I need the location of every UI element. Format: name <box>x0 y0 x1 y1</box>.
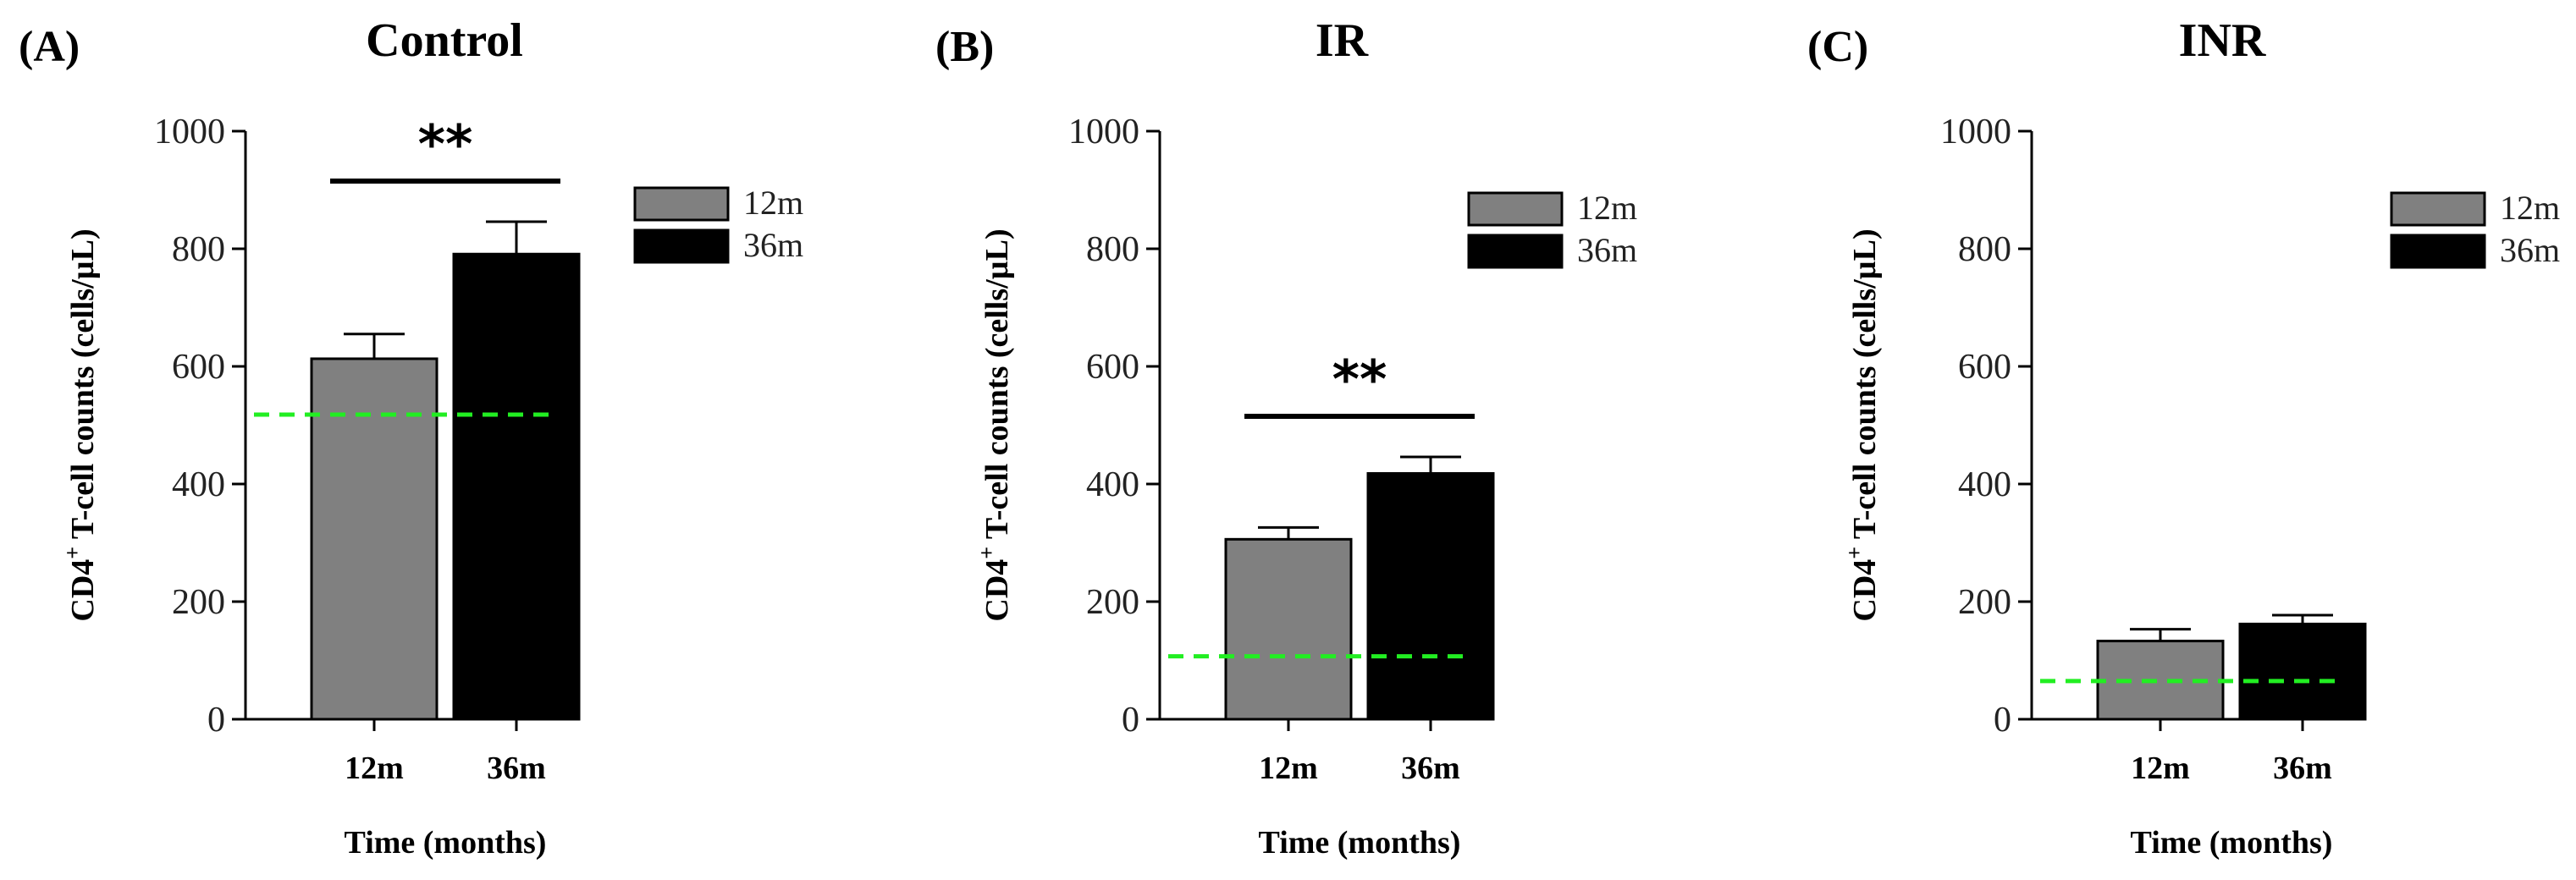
y-tick-label: 0 <box>1994 701 2011 740</box>
bar-36m <box>452 252 581 721</box>
panel-title: INR <box>2179 14 2266 67</box>
y-tick-label: 0 <box>207 701 225 740</box>
y-tick-label: 600 <box>1958 348 2011 387</box>
bar-12m <box>310 357 439 721</box>
bar-36m <box>1366 471 1495 721</box>
legend-swatch-12m <box>2390 191 2486 227</box>
y-axis-label-sup: + <box>974 547 999 559</box>
panel-letter: (B) <box>935 23 994 71</box>
y-axis-label: CD4+ T-cell counts (cells/µL) <box>1842 228 1883 621</box>
panel-ir: (B) IR 0 200 400 600 800 1000 CD4+ T-cell counts… <box>935 14 1637 861</box>
legend-swatch-12m <box>633 186 730 222</box>
y-tick-label: 800 <box>172 230 225 269</box>
y-axis-label-rest: T-cell counts (cells/µL) <box>65 228 101 547</box>
y-tick-label: 200 <box>172 583 225 622</box>
x-tick-label: 36m <box>487 751 546 786</box>
y-tick-label: 1000 <box>1940 113 2011 151</box>
y-axis-label-rest: T-cell counts (cells/µL) <box>979 228 1015 547</box>
y-axis-label-sup: + <box>60 547 85 559</box>
legend-label: 36m <box>1577 231 1637 269</box>
significance-stars: ** <box>418 113 473 175</box>
y-tick-label: 400 <box>1086 465 1139 504</box>
panel-control: (A) Control 0 200 400 600 800 1000 CD4+ T-cell c… <box>19 14 803 861</box>
legend-swatch-12m <box>1467 191 1564 227</box>
x-tick-label: 12m <box>1259 751 1318 786</box>
y-axis-label-rest: T-cell counts (cells/µL) <box>1847 228 1883 547</box>
y-tick-label: 200 <box>1086 583 1139 622</box>
x-axis-label: Time (months) <box>1259 825 1461 861</box>
bar-12m <box>1224 537 1353 721</box>
significance-stars: ** <box>1332 349 1387 410</box>
x-axis-label: Time (months) <box>2131 825 2333 861</box>
legend-label: 12m <box>743 184 803 222</box>
y-tick-label: 0 <box>1122 701 1139 740</box>
panel-inr: (C) INR 0 200 400 600 800 1000 CD4+ T-cell count… <box>1807 14 2560 861</box>
legend-swatch-36m <box>2390 234 2486 269</box>
x-tick-label: 36m <box>2273 751 2332 786</box>
legend-label: 36m <box>743 226 803 264</box>
y-axis-label: CD4+ T-cell counts (cells/µL) <box>60 228 101 621</box>
y-tick-label: 400 <box>172 465 225 504</box>
y-tick-label: 1000 <box>154 113 225 151</box>
panel-title: Control <box>366 14 523 67</box>
y-tick-label: 600 <box>172 348 225 387</box>
x-tick-label: 12m <box>2131 751 2190 786</box>
panel-title: IR <box>1316 14 1369 67</box>
panel-letter: (A) <box>19 23 80 71</box>
y-tick-label: 600 <box>1086 348 1139 387</box>
y-tick-label: 200 <box>1958 583 2011 622</box>
y-axis-label-main: CD4 <box>1847 559 1883 622</box>
panel-letter: (C) <box>1807 23 1868 71</box>
x-tick-label: 12m <box>345 751 404 786</box>
y-axis-label: CD4+ T-cell counts (cells/µL) <box>974 228 1015 621</box>
y-tick-label: 800 <box>1086 230 1139 269</box>
x-tick-label: 36m <box>1401 751 1460 786</box>
legend-label: 12m <box>1577 189 1637 227</box>
y-axis-label-main: CD4 <box>979 559 1015 622</box>
y-tick-label: 1000 <box>1068 113 1139 151</box>
legend-swatch-36m <box>633 228 730 264</box>
legend-label: 12m <box>2500 189 2560 227</box>
bar-36m <box>2238 622 2367 721</box>
y-axis-label-sup: + <box>1842 547 1867 559</box>
y-tick-label: 400 <box>1958 465 2011 504</box>
legend-swatch-36m <box>1467 234 1564 269</box>
x-axis-label: Time (months) <box>345 825 547 861</box>
y-axis-label-main: CD4 <box>65 559 101 622</box>
y-tick-label: 800 <box>1958 230 2011 269</box>
legend-label: 36m <box>2500 231 2560 269</box>
